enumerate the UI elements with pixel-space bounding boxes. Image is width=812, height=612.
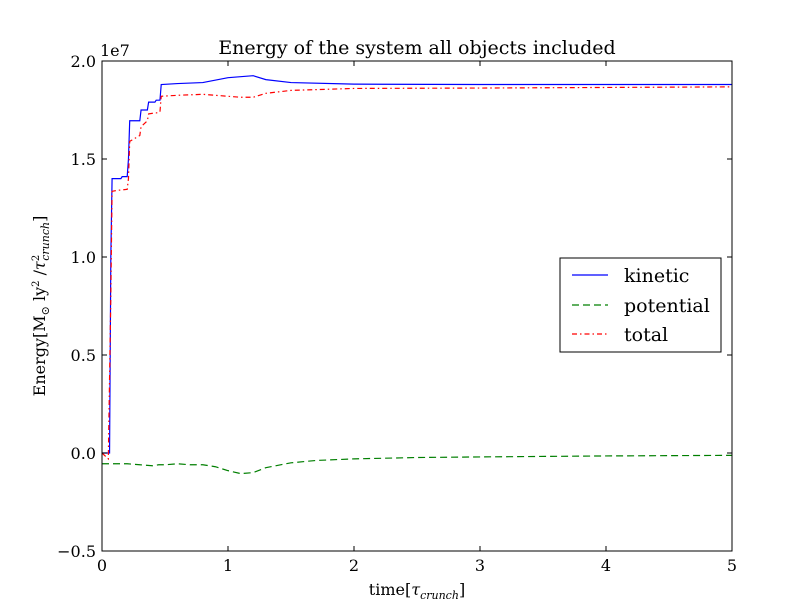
- legend-label-total: total: [624, 324, 668, 346]
- y-axis-label-tau-sub: crunch: [39, 222, 52, 261]
- y-tick-label: 1.0: [71, 248, 96, 267]
- x-axis-ticks: 0 1 2 3 4 5: [97, 61, 737, 575]
- x-axis-label-main: time: [369, 580, 405, 599]
- plot-frame: [101, 60, 733, 552]
- y-axis-label-ly-sup: 2: [31, 280, 42, 286]
- y-tick-label: 2.0: [71, 52, 96, 71]
- legend-label-kinetic: kinetic: [624, 265, 689, 287]
- legend-box: [559, 257, 722, 353]
- y-axis-label: Energy[M⊙ ly2 /τ2crunch]: [30, 216, 52, 397]
- y-offset-text: 1e7: [100, 41, 130, 60]
- legend-label-potential: potential: [624, 295, 710, 317]
- x-tick-label: 5: [727, 556, 737, 575]
- x-axis-label-subscript: crunch: [420, 589, 459, 602]
- series-layer: [102, 75, 732, 475]
- y-tick-label: 0.0: [71, 444, 96, 463]
- x-axis-label-symbol: τ: [411, 580, 421, 599]
- series-line-total: [102, 86, 732, 461]
- series-line-kinetic: [102, 75, 732, 454]
- y-tick-label: 0.5: [71, 346, 96, 365]
- x-tick-label: 3: [475, 556, 485, 575]
- chart-title: Energy of the system all objects include…: [218, 37, 615, 59]
- y-axis-label-tau: τ: [30, 260, 49, 270]
- x-tick-label: 4: [601, 556, 611, 575]
- y-tick-label: 1.5: [71, 150, 96, 169]
- x-axis-label: time[τcrunch]: [369, 580, 465, 602]
- series-line-potential: [102, 454, 732, 475]
- y-tick-label: −0.5: [57, 542, 96, 561]
- legend: kinetic potential total: [559, 257, 722, 353]
- x-tick-label: 1: [223, 556, 233, 575]
- y-axis-label-slash: /: [30, 269, 49, 280]
- y-axis-label-sun: ⊙: [39, 306, 52, 315]
- y-axis-label-main: Energy[M: [30, 315, 49, 396]
- y-axis-label-tau-sup: 2: [31, 255, 42, 261]
- y-axis-ticks: −0.5 0.0 0.5 1.0 1.5 2.0: [57, 52, 732, 561]
- x-tick-label: 0: [97, 556, 107, 575]
- y-axis-label-ly: ly: [30, 287, 49, 306]
- x-tick-label: 2: [349, 556, 359, 575]
